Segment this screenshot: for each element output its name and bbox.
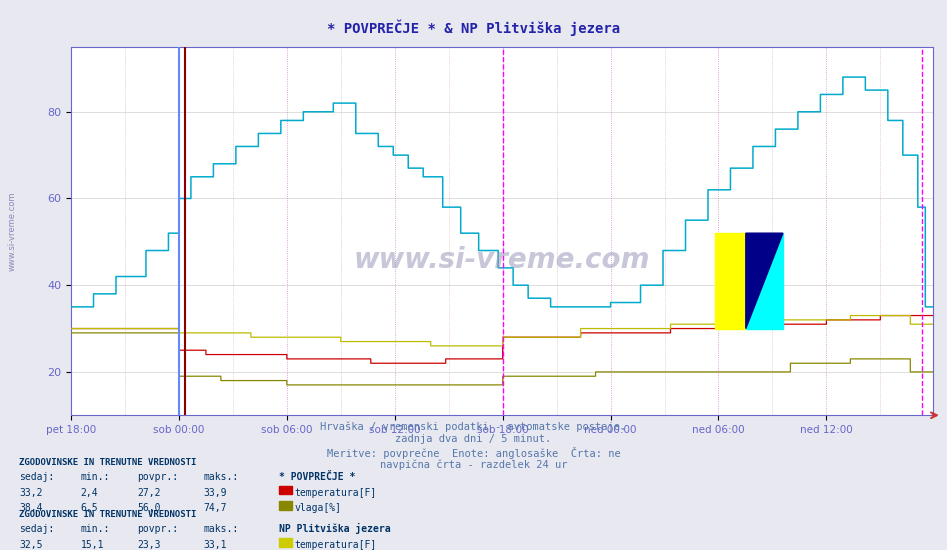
Text: 6,5: 6,5 (80, 503, 98, 513)
Text: 27,2: 27,2 (137, 487, 161, 498)
Text: www.si-vreme.com: www.si-vreme.com (8, 191, 17, 271)
Text: 15,1: 15,1 (80, 540, 104, 550)
Text: maks.:: maks.: (204, 472, 239, 482)
Text: povpr.:: povpr.: (137, 472, 178, 482)
Text: 74,7: 74,7 (204, 503, 227, 513)
Text: 2,4: 2,4 (80, 487, 98, 498)
Text: 56,0: 56,0 (137, 503, 161, 513)
Text: povpr.:: povpr.: (137, 524, 178, 535)
Polygon shape (746, 233, 783, 328)
Text: temperatura[F]: temperatura[F] (295, 540, 377, 550)
Text: sedaj:: sedaj: (19, 524, 54, 535)
Text: * POVPREČJE * & NP Plitviška jezera: * POVPREČJE * & NP Plitviška jezera (327, 19, 620, 36)
Text: 23,3: 23,3 (137, 540, 161, 550)
Text: ZGODOVINSKE IN TRENUTNE VREDNOSTI: ZGODOVINSKE IN TRENUTNE VREDNOSTI (19, 458, 196, 467)
Text: vlaga[%]: vlaga[%] (295, 503, 342, 513)
Text: 33,1: 33,1 (204, 540, 227, 550)
Text: Meritve: povprečne  Enote: anglosaške  Črta: ne: Meritve: povprečne Enote: anglosaške Črt… (327, 447, 620, 459)
Text: ZGODOVINSKE IN TRENUTNE VREDNOSTI: ZGODOVINSKE IN TRENUTNE VREDNOSTI (19, 510, 196, 519)
Text: 38,4: 38,4 (19, 503, 43, 513)
Text: * POVPREČJE *: * POVPREČJE * (279, 472, 356, 482)
Text: min.:: min.: (80, 524, 110, 535)
Text: min.:: min.: (80, 472, 110, 482)
Text: www.si-vreme.com: www.si-vreme.com (353, 246, 651, 274)
Polygon shape (746, 233, 783, 328)
Text: 32,5: 32,5 (19, 540, 43, 550)
Text: Hrvaška / vremenski podatki - avtomatske postaje.: Hrvaška / vremenski podatki - avtomatske… (320, 422, 627, 432)
Text: temperatura[F]: temperatura[F] (295, 487, 377, 498)
Text: zadnja dva dni / 5 minut.: zadnja dva dni / 5 minut. (396, 434, 551, 444)
Text: maks.:: maks.: (204, 524, 239, 535)
Text: NP Plitviška jezera: NP Plitviška jezera (279, 524, 391, 535)
Text: 33,2: 33,2 (19, 487, 43, 498)
Text: navpična črta - razdelek 24 ur: navpična črta - razdelek 24 ur (380, 460, 567, 470)
Text: 33,9: 33,9 (204, 487, 227, 498)
FancyBboxPatch shape (716, 233, 746, 328)
Text: sedaj:: sedaj: (19, 472, 54, 482)
